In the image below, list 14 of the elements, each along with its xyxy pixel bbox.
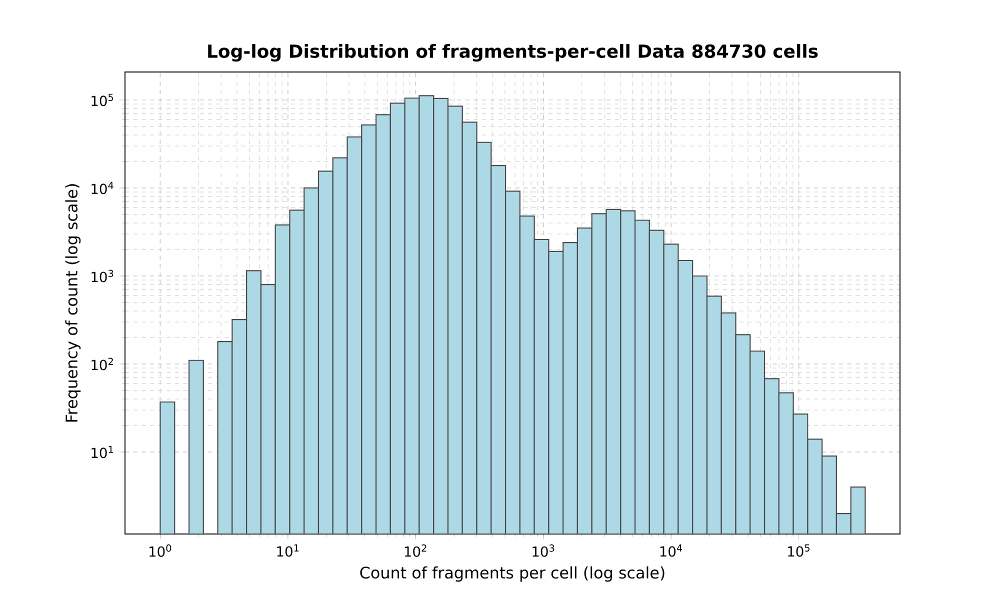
x-tick-label: 10$^{1}$ bbox=[277, 544, 299, 557]
x-tick-label: 10$^{4}$ bbox=[660, 544, 682, 557]
x-tick-label: 10$^{3}$ bbox=[532, 544, 554, 557]
chart-title: Log-log Distribution of fragments-per-cell Data 884730 cells bbox=[208, 44, 818, 62]
y-tick-label: 10$^{3}$ bbox=[92, 270, 114, 282]
x-axis-title: Count of fragments per cell (log scale) bbox=[360, 566, 664, 582]
y-tick-label: 10$^{2}$ bbox=[92, 358, 113, 370]
y-tick-label: 10$^{1}$ bbox=[92, 446, 114, 458]
y-tick-label: 10$^{5}$ bbox=[92, 94, 114, 106]
x-tick-label: 10$^{5}$ bbox=[788, 544, 810, 557]
x-tick-label: 10$^{2}$ bbox=[404, 544, 426, 557]
x-tick-label: 10$^{0}$ bbox=[150, 544, 172, 557]
y-axis-title: Frequency of count (log scale) bbox=[65, 184, 81, 422]
y-tick-label: 10$^{4}$ bbox=[92, 182, 114, 194]
